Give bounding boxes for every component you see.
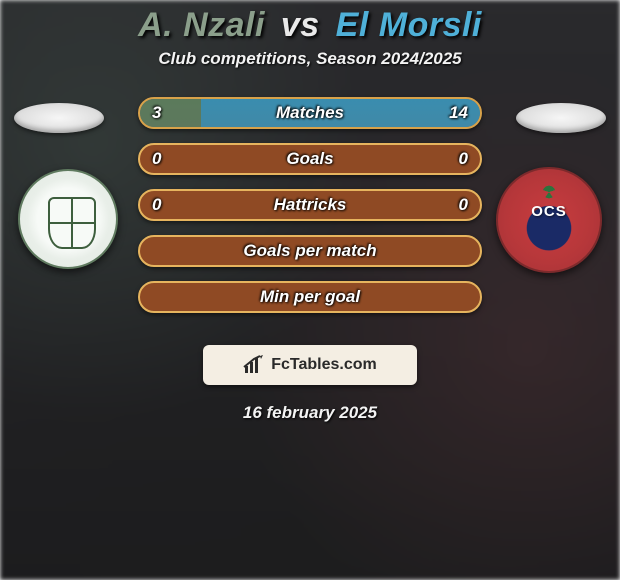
stat-bar-matches: 3 Matches 14 bbox=[138, 97, 482, 129]
stat-bar-goals: 0 Goals 0 bbox=[138, 143, 482, 175]
generated-date: 16 february 2025 bbox=[0, 403, 620, 423]
stat-right-value: 0 bbox=[459, 191, 468, 219]
stat-bar-goals-per-match: Goals per match bbox=[138, 235, 482, 267]
title-left: A. Nzali bbox=[138, 6, 265, 44]
stat-right-value: 0 bbox=[459, 145, 468, 173]
title-sep: vs bbox=[281, 6, 320, 44]
left-flag-placeholder bbox=[14, 103, 104, 133]
stat-bar-hattricks: 0 Hattricks 0 bbox=[138, 189, 482, 221]
stat-label: Matches bbox=[140, 99, 480, 127]
chart-icon bbox=[243, 355, 265, 375]
stat-right-value: 14 bbox=[449, 99, 468, 127]
left-club-logo bbox=[18, 169, 118, 269]
page-title: A. Nzali vs El Morsli bbox=[0, 6, 620, 45]
stat-label: Goals per match bbox=[140, 237, 480, 265]
stat-bar-min-per-goal: Min per goal bbox=[138, 281, 482, 313]
stat-bars: 3 Matches 14 0 Goals 0 0 Hattricks 0 bbox=[138, 97, 482, 313]
stat-label: Min per goal bbox=[140, 283, 480, 311]
source-badge: FcTables.com bbox=[203, 345, 417, 385]
title-right: El Morsli bbox=[336, 6, 482, 44]
stat-label: Hattricks bbox=[140, 191, 480, 219]
right-club-logo bbox=[496, 167, 602, 273]
subtitle: Club competitions, Season 2024/2025 bbox=[0, 49, 620, 69]
stat-label: Goals bbox=[140, 145, 480, 173]
right-flag-placeholder bbox=[516, 103, 606, 133]
source-badge-text: FcTables.com bbox=[271, 356, 377, 374]
